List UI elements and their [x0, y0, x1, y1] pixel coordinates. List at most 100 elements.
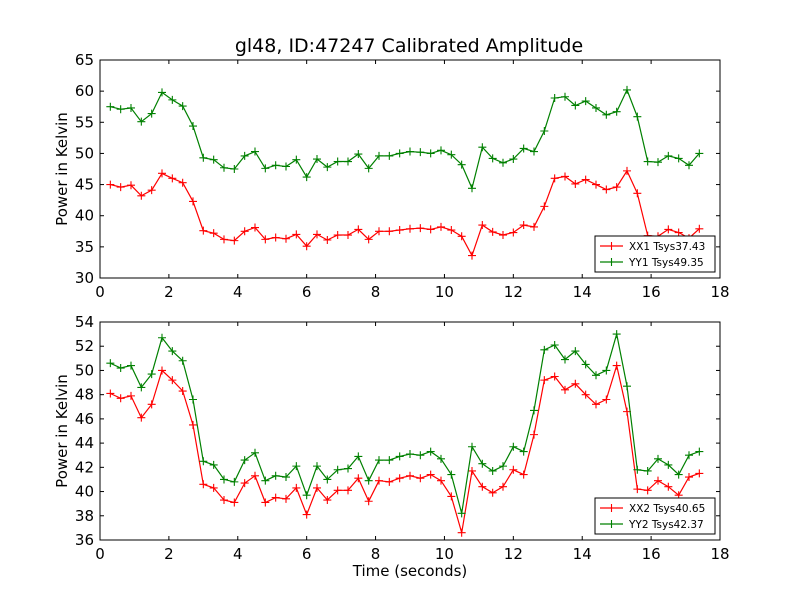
legend-box: [594, 497, 716, 535]
y-tick-label: 60: [75, 82, 94, 100]
y-tick-label: 35: [75, 238, 94, 256]
data-point: [209, 155, 218, 164]
data-point: [674, 470, 683, 479]
data-point: [674, 154, 683, 163]
data-point: [106, 389, 115, 398]
data-point: [199, 480, 208, 489]
data-point: [571, 347, 580, 356]
data-point: [633, 112, 642, 121]
data-point: [540, 202, 549, 211]
data-point: [447, 150, 456, 159]
data-point: [468, 184, 476, 193]
data-point: [323, 496, 332, 505]
data-point: [333, 465, 342, 474]
data-point: [106, 102, 115, 111]
data-point: [199, 457, 208, 466]
data-point: [612, 330, 621, 339]
x-tick-label: 6: [302, 283, 312, 301]
data-point: [375, 476, 383, 485]
data-point: [178, 387, 187, 396]
data-point: [540, 127, 549, 136]
data-point: [313, 462, 321, 471]
data-point: [695, 469, 704, 478]
x-tick-label: 4: [233, 283, 243, 301]
x-tick-label: 10: [435, 545, 454, 563]
data-point: [147, 109, 156, 118]
data-point: [550, 341, 559, 350]
data-point: [633, 189, 642, 198]
data-point: [457, 509, 466, 518]
legend-label: XX2 Tsys40.65: [629, 503, 705, 515]
data-point: [654, 454, 662, 463]
data-point: [116, 183, 125, 192]
data-point: [457, 232, 466, 241]
data-point: [251, 147, 259, 156]
data-point: [240, 151, 249, 160]
data-point: [478, 221, 487, 230]
y-tick-label: 44: [75, 434, 94, 452]
legend-box: [594, 235, 716, 273]
data-point: [220, 235, 228, 244]
y-tick-label: 40: [75, 207, 94, 225]
data-point: [416, 474, 425, 483]
data-point: [178, 102, 187, 111]
data-point: [426, 149, 435, 158]
data-point: [602, 185, 611, 194]
chart-title: gl48, ID:47247 Calibrated Amplitude: [235, 35, 583, 57]
data-point: [695, 447, 704, 456]
data-point: [478, 459, 487, 468]
data-point: [302, 491, 311, 500]
x-tick-label: 0: [95, 545, 105, 563]
data-point: [509, 465, 518, 474]
x-tick-label: 18: [710, 283, 729, 301]
data-point: [437, 476, 445, 485]
data-point: [199, 153, 208, 162]
legend-marker: [607, 520, 616, 528]
data-point: [230, 498, 239, 507]
data-point: [209, 460, 218, 469]
data-point: [664, 151, 673, 160]
data-point: [685, 161, 693, 170]
data-point: [592, 371, 600, 380]
data-point: [426, 447, 435, 456]
panel-bottom: 0 2 4 6 8 10 12 14 16 1836384042444648505254Power…: [53, 313, 730, 580]
data-point: [571, 179, 580, 188]
data-point: [313, 230, 321, 239]
x-tick-label: 16: [642, 283, 661, 301]
data-point: [664, 225, 673, 234]
data-point: [292, 462, 301, 471]
data-point: [354, 150, 363, 159]
data-point: [168, 376, 177, 385]
data-point: [178, 356, 187, 365]
data-point: [344, 486, 352, 495]
data-point: [344, 464, 352, 473]
x-tick-label: 4: [233, 545, 243, 563]
data-point: [137, 413, 146, 422]
y-tick-label: 50: [75, 361, 94, 379]
data-point: [530, 406, 538, 415]
data-point: [602, 366, 611, 375]
data-point: [261, 498, 270, 507]
data-point: [592, 180, 600, 189]
data-point: [127, 391, 135, 400]
data-point: [519, 144, 528, 153]
data-point: [478, 482, 487, 491]
data-point: [168, 95, 177, 104]
data-point: [158, 333, 166, 342]
data-point: [333, 157, 342, 166]
data-point: [623, 166, 631, 175]
data-point: [509, 155, 518, 164]
data-point: [209, 229, 218, 238]
data-point: [354, 452, 363, 461]
data-point: [147, 370, 156, 379]
data-point: [385, 477, 394, 486]
x-tick-label: 0: [95, 283, 105, 301]
data-point: [116, 364, 125, 373]
data-point: [488, 466, 497, 475]
legend-marker: [607, 504, 616, 512]
data-point: [643, 466, 652, 475]
data-point: [457, 528, 466, 537]
y-tick-label: 48: [75, 386, 94, 404]
data-point: [189, 420, 197, 429]
